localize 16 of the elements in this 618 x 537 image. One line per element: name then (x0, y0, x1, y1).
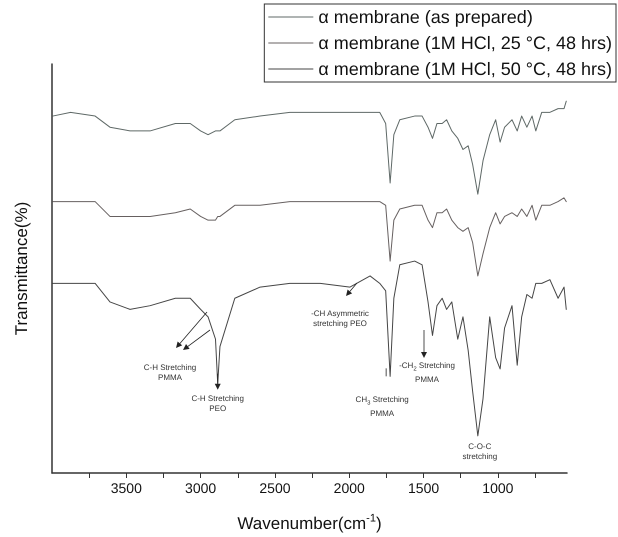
y-axis-title: Transmittance(%) (12, 202, 31, 336)
x-tick-label: 3500 (110, 480, 142, 496)
x-tick-label: 1500 (408, 480, 440, 496)
annotation: C-H Stretching PEO (191, 394, 244, 414)
annotation: C-H Stretching PMMA (144, 363, 196, 383)
legend-label: α membrane (1M HCl, 25 °C, 48 hrs) (318, 33, 612, 53)
x-tick-label: 2500 (259, 480, 291, 496)
annotation: C-O-C stretching (462, 442, 498, 462)
legend-label: α membrane (1M HCl, 50 °C, 48 hrs) (318, 59, 612, 79)
annotation: -CH$_{2}$ Stretching PMMA (399, 361, 455, 385)
x-tick-label: 1000 (482, 480, 514, 496)
annotation: CH$_{3}$ Stretching PMMA (356, 395, 409, 419)
x-tick-label: 3000 (185, 480, 216, 496)
legend-label: α membrane (as prepared) (318, 7, 533, 27)
x-tick-label: 2000 (334, 480, 366, 496)
annotation: -CH Asymmetric stretching PEO (311, 309, 369, 329)
